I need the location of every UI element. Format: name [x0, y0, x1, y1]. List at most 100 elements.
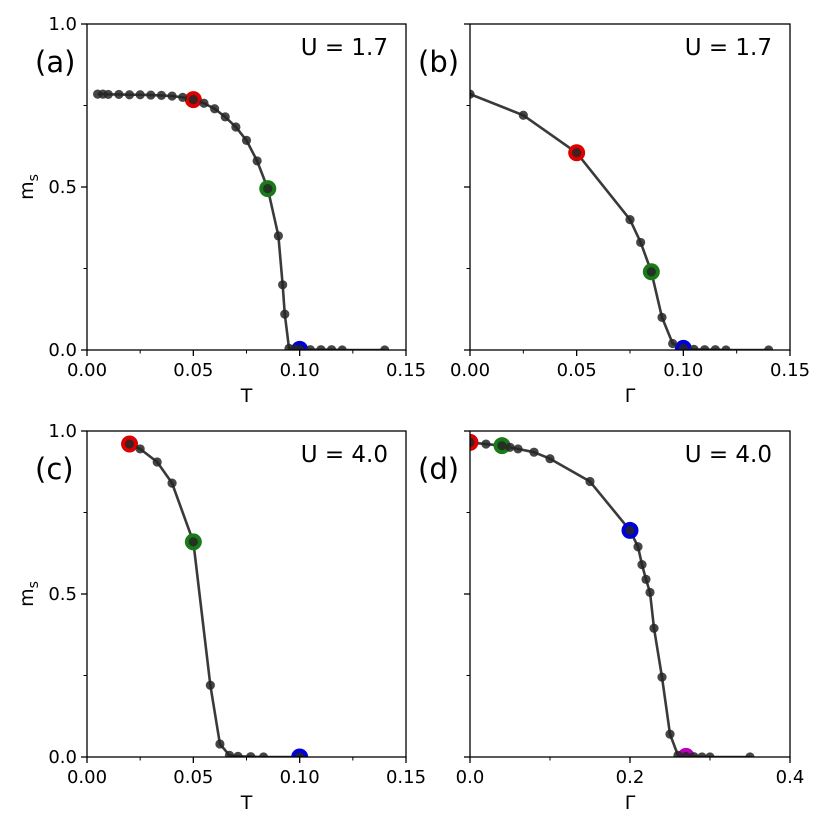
y-axis-label-a: ms: [16, 174, 42, 200]
x-axis-label-c: T: [240, 792, 253, 814]
x-tick-label-b-0: 0.00: [450, 360, 490, 381]
data-point-b-12: [721, 345, 731, 350]
x-tick-label-a-2: 0.10: [280, 360, 320, 381]
data-point-a-26: [326, 345, 337, 350]
data-point-b-4: [636, 237, 646, 248]
data-point-b-2: [572, 148, 582, 158]
data-point-a-17: [263, 184, 273, 194]
data-point-a-7: [156, 90, 167, 100]
data-point-a-6: [146, 90, 156, 100]
data-point-a-4: [124, 90, 135, 100]
x-tick-label-d-2: 0.4: [776, 767, 805, 788]
data-point-a-9: [178, 92, 188, 102]
data-point-a-28: [380, 345, 390, 350]
panel-b: 0.00 0.05 0.10 0.15 Γ (b) U = 1.7: [418, 23, 810, 407]
data-point-d-15: [665, 729, 675, 739]
data-point-c-8: [233, 751, 243, 757]
data-point-c-0: [124, 439, 135, 449]
data-point-b-7: [668, 338, 678, 349]
data-point-a-23: [295, 344, 305, 350]
data-point-d-11: [641, 574, 651, 584]
axes-frame-d: [469, 430, 791, 758]
axes-frame-a: [86, 23, 407, 351]
data-point-a-2: [103, 89, 113, 100]
data-point-d-3: [505, 442, 515, 452]
data-point-b-8: [678, 343, 688, 350]
data-point-a-24: [305, 345, 315, 350]
data-point-b-9: [689, 344, 699, 350]
data-point-a-25: [316, 345, 326, 350]
data-point-b-10: [700, 345, 710, 350]
x-axis-label-d: Γ: [625, 792, 636, 814]
data-point-a-18: [273, 231, 283, 241]
series-line-d: [470, 441, 750, 757]
x-tick-label-a-1: 0.05: [173, 360, 213, 381]
panel-label-a: (a): [35, 45, 75, 79]
data-point-a-12: [210, 104, 220, 114]
series-line-a: [97, 92, 385, 350]
data-point-d-8: [625, 525, 635, 536]
x-tick-label-a-3: 0.15: [386, 360, 426, 381]
series-line-c: [128, 442, 300, 757]
data-point-d-12: [645, 587, 655, 597]
x-tick-label-c-0: 0.00: [67, 767, 107, 788]
axes-frame-b: [469, 23, 791, 351]
x-tick-label-b-3: 0.15: [770, 360, 810, 381]
data-point-c-11: [295, 752, 305, 757]
x-tick-label-c-1: 0.05: [173, 767, 213, 788]
y-tick-label-c-2: 1.0: [48, 421, 77, 442]
data-point-c-6: [215, 739, 225, 749]
data-point-a-13: [220, 112, 230, 122]
x-tick-label-b-2: 0.10: [663, 360, 703, 381]
x-axis-label-b: Γ: [625, 385, 636, 407]
data-point-c-10: [258, 752, 269, 757]
data-point-d-16: [673, 750, 683, 757]
data-point-b-6: [657, 312, 667, 322]
y-tick-label-a-0: 0.0: [48, 340, 77, 361]
x-tick-label-c-3: 0.15: [386, 767, 426, 788]
data-point-a-20: [280, 309, 290, 319]
data-point-a-10: [188, 95, 198, 105]
data-point-b-13: [764, 345, 774, 350]
data-point-d-2: [497, 441, 507, 451]
data-point-c-5: [205, 680, 215, 690]
param-label-b: U = 1.7: [685, 35, 772, 61]
param-label-a: U = 1.7: [301, 35, 388, 61]
data-point-c-9: [246, 752, 256, 757]
data-point-c-3: [167, 478, 177, 488]
panel-label-d: (d): [418, 452, 459, 486]
data-point-a-3: [114, 89, 124, 100]
data-point-c-2: [152, 457, 162, 467]
data-point-d-7: [585, 476, 595, 487]
data-point-d-13: [649, 623, 659, 633]
param-label-d: U = 4.0: [685, 442, 772, 468]
x-tick-label-a-0: 0.00: [67, 360, 107, 381]
data-point-a-15: [241, 135, 252, 145]
data-point-d-14: [657, 672, 667, 682]
data-point-d-20: [705, 752, 715, 757]
data-point-d-6: [545, 454, 555, 464]
panel-label-b: (b): [418, 45, 459, 79]
x-tick-label-c-2: 0.10: [280, 767, 320, 788]
data-point-d-0: [470, 437, 475, 448]
data-point-d-10: [637, 560, 647, 570]
data-point-a-27: [337, 345, 347, 350]
panel-c: 0.00 0.05 0.10 0.15 0.0 0.5 1.0 Tms (c) U = 4.0: [16, 421, 426, 814]
y-tick-label-c-1: 0.5: [48, 584, 77, 605]
axes-frame-c: [86, 430, 407, 758]
data-point-b-1: [518, 110, 528, 120]
data-point-c-7: [224, 750, 235, 757]
y-tick-label-a-2: 1.0: [48, 14, 77, 35]
param-label-c: U = 4.0: [301, 442, 388, 468]
x-tick-label-d-1: 0.2: [616, 767, 645, 788]
panel-label-c: (c): [35, 452, 74, 486]
data-point-a-8: [167, 91, 177, 101]
y-tick-label-c-0: 0.0: [48, 747, 77, 768]
data-point-b-11: [710, 345, 720, 350]
data-point-d-18: [689, 752, 699, 757]
data-point-d-1: [481, 439, 491, 449]
data-point-a-5: [135, 90, 145, 100]
data-point-a-11: [199, 98, 209, 108]
data-point-c-1: [135, 444, 145, 454]
